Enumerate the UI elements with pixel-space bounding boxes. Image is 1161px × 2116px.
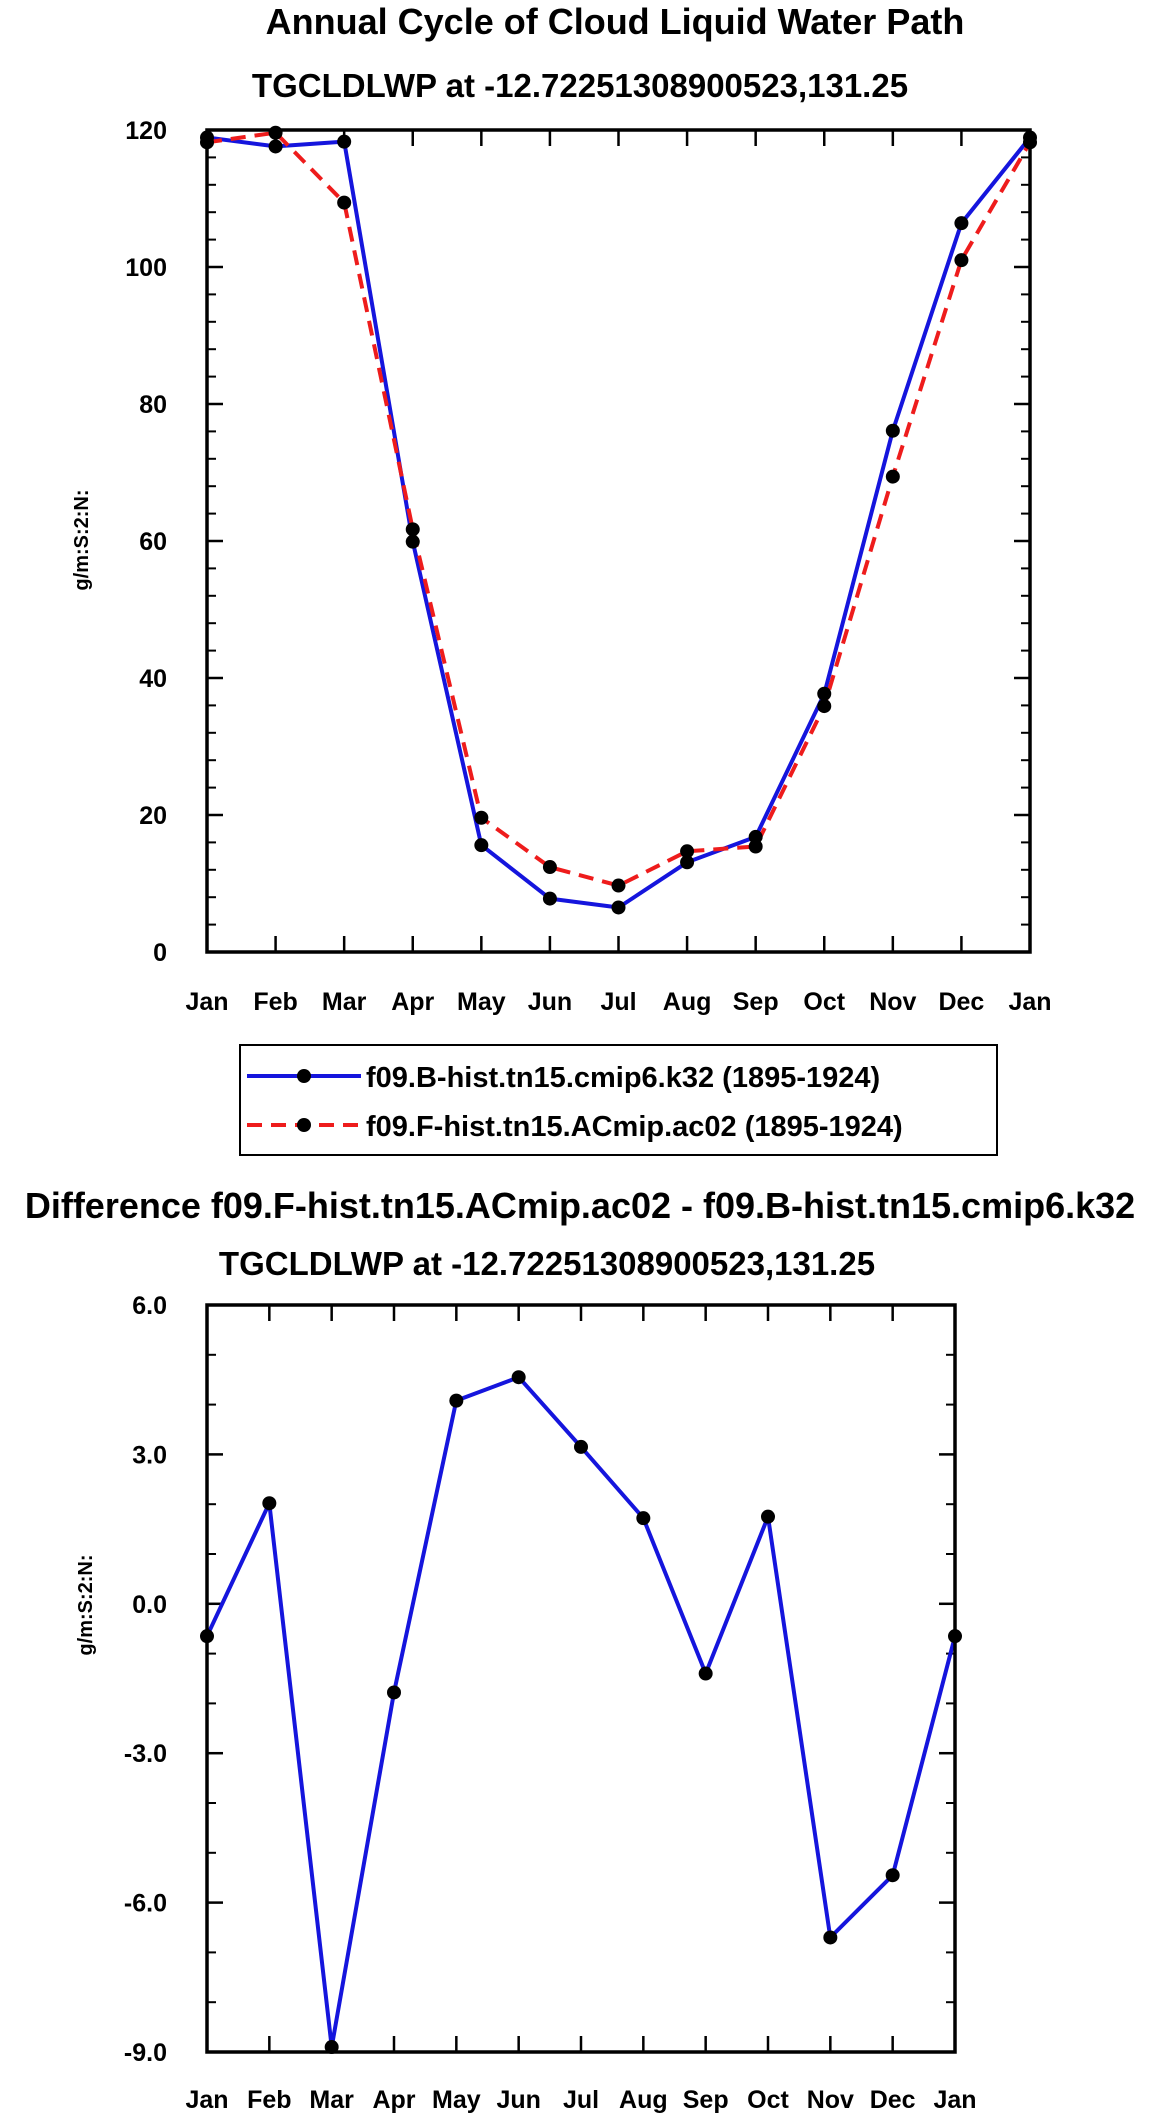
y-tick-label: 40 bbox=[139, 665, 167, 693]
x-tick-label: Dec bbox=[870, 2086, 916, 2114]
y-tick-label: -9.0 bbox=[124, 2039, 167, 2067]
y-tick-label: 60 bbox=[139, 528, 167, 556]
x-tick-label: Nov bbox=[807, 2086, 854, 2114]
chart-subtitle: TGCLDLWP at -12.72251308900523,131.25 bbox=[219, 1245, 875, 1282]
legend-marker-series-2 bbox=[297, 1118, 311, 1132]
x-tick-label: Mar bbox=[322, 988, 367, 1016]
data-point-series-1 bbox=[885, 1868, 900, 1883]
series-line-1 bbox=[206, 135, 1032, 910]
legend-label-series-2: f09.F-hist.tn15.ACmip.ac02 (1895-1924) bbox=[366, 1111, 903, 1143]
data-point-series-1 bbox=[954, 216, 969, 231]
x-tick-label: Sep bbox=[683, 2086, 729, 2114]
data-point-series-1 bbox=[611, 900, 626, 915]
y-tick-label: 120 bbox=[125, 117, 167, 145]
legend-label-series-1: f09.B-hist.tn15.cmip6.k32 (1895-1924) bbox=[366, 1062, 880, 1094]
data-point-series-2 bbox=[817, 699, 832, 714]
x-tick-label: Oct bbox=[747, 2086, 789, 2114]
data-point-series-2 bbox=[611, 878, 626, 893]
x-tick-label: Aug bbox=[619, 2086, 668, 2114]
data-point-series-1 bbox=[405, 534, 420, 549]
data-point-series-1 bbox=[542, 891, 557, 906]
data-point-series-2 bbox=[405, 522, 420, 537]
data-point-series-1 bbox=[337, 134, 352, 149]
x-tick-label: Aug bbox=[663, 988, 712, 1016]
y-axis-label: g/m:S:2:N: bbox=[75, 1554, 97, 1655]
x-tick-label: Jan bbox=[1008, 988, 1051, 1016]
data-point-series-1 bbox=[262, 1496, 277, 1511]
data-point-series-2 bbox=[337, 195, 352, 210]
y-tick-labels: -9.0 -6.0 -3.0 0.0 3.0 6.0 bbox=[124, 1292, 167, 2067]
chart-panel-annual-cycle: Annual Cycle of Cloud Liquid Water Path … bbox=[71, 1, 1052, 1156]
data-point-series-2 bbox=[268, 125, 283, 140]
x-tick-label: Oct bbox=[803, 988, 845, 1016]
series-group bbox=[200, 1370, 962, 2055]
x-tick-label: Jun bbox=[528, 988, 572, 1016]
data-point-series-2 bbox=[680, 844, 695, 859]
x-tick-label: Nov bbox=[869, 988, 916, 1016]
y-tick-label: 100 bbox=[125, 254, 167, 282]
x-tick-label: Mar bbox=[309, 2086, 354, 2114]
y-tick-label: -6.0 bbox=[124, 1890, 167, 1918]
x-tick-label: Dec bbox=[938, 988, 984, 1016]
y-tick-label: 20 bbox=[139, 802, 167, 830]
data-point-series-2 bbox=[474, 810, 489, 825]
data-point-series-2 bbox=[542, 860, 557, 875]
legend-box bbox=[239, 1044, 998, 1156]
data-point-series-1 bbox=[511, 1370, 526, 1385]
legend-marker-series-1 bbox=[297, 1069, 311, 1083]
chart-subtitle: TGCLDLWP at -12.72251308900523,131.25 bbox=[252, 67, 908, 104]
x-tick-label: Apr bbox=[391, 988, 434, 1016]
data-point-series-1 bbox=[449, 1393, 464, 1408]
chart-title: Annual Cycle of Cloud Liquid Water Path bbox=[266, 1, 965, 42]
legend: f09.B-hist.tn15.cmip6.k32 (1895-1924) f0… bbox=[239, 1044, 998, 1156]
data-point-series-1 bbox=[698, 1666, 713, 1681]
y-axis-label: g/m:S:2:N: bbox=[71, 489, 93, 590]
data-point-series-1 bbox=[817, 686, 832, 701]
data-point-series-2 bbox=[885, 469, 900, 484]
data-point-series-1 bbox=[574, 1439, 588, 1454]
x-tick-label: Jun bbox=[496, 2086, 540, 2114]
y-tick-label: 6.0 bbox=[132, 1292, 167, 1320]
y-tick-label: 0.0 bbox=[132, 1591, 167, 1619]
data-point-series-1 bbox=[885, 423, 900, 438]
data-point-series-2 bbox=[748, 839, 763, 854]
x-tick-label: Jul bbox=[600, 988, 636, 1016]
x-tick-label: Feb bbox=[253, 988, 297, 1016]
x-tick-label: Jan bbox=[933, 2086, 976, 2114]
x-tick-labels: Jan Feb Mar Apr May Jun Jul Aug Sep Oct Nov Dec Jan bbox=[185, 2086, 976, 2114]
chart-panel-difference: Difference f09.F-hist.tn15.ACmip.ac02 - … bbox=[25, 1185, 1135, 2114]
plot-frame bbox=[205, 128, 1032, 954]
x-tick-label: Jan bbox=[185, 988, 228, 1016]
x-tick-label: May bbox=[432, 2086, 481, 2114]
x-tick-label: Apr bbox=[372, 2086, 415, 2114]
x-tick-label: Feb bbox=[247, 2086, 291, 2114]
data-point-series-1 bbox=[680, 855, 695, 870]
data-point-series-1 bbox=[761, 1509, 775, 1524]
data-point-series-2 bbox=[954, 253, 969, 268]
data-point-series-1 bbox=[474, 838, 489, 853]
data-point-series-1 bbox=[387, 1685, 401, 1700]
y-tick-label: -3.0 bbox=[124, 1740, 167, 1768]
chart-title: Difference f09.F-hist.tn15.ACmip.ac02 - … bbox=[25, 1185, 1135, 1226]
x-tick-label: May bbox=[457, 988, 506, 1016]
x-tick-label: Jul bbox=[563, 2086, 599, 2114]
series-line-1 bbox=[205, 1375, 957, 2049]
series-line-2 bbox=[206, 130, 1032, 888]
x-tick-label: Sep bbox=[733, 988, 779, 1016]
y-tick-labels: 0 20 40 60 80 100 120 bbox=[125, 117, 167, 967]
data-point-series-1 bbox=[268, 139, 283, 154]
data-point-series-1 bbox=[823, 1930, 838, 1945]
axes-ticks bbox=[205, 128, 1032, 954]
y-tick-label: 0 bbox=[153, 939, 167, 967]
x-tick-labels: Jan Feb Mar Apr May Jun Jul Aug Sep Oct Nov Dec Jan bbox=[185, 988, 1051, 1016]
data-point-series-1 bbox=[636, 1511, 651, 1526]
plot-frame bbox=[205, 1303, 957, 2054]
x-tick-label: Jan bbox=[185, 2086, 228, 2114]
data-point-series-1 bbox=[748, 829, 763, 844]
y-tick-label: 80 bbox=[139, 391, 167, 419]
y-tick-label: 3.0 bbox=[132, 1441, 167, 1469]
series-group bbox=[200, 125, 1037, 915]
